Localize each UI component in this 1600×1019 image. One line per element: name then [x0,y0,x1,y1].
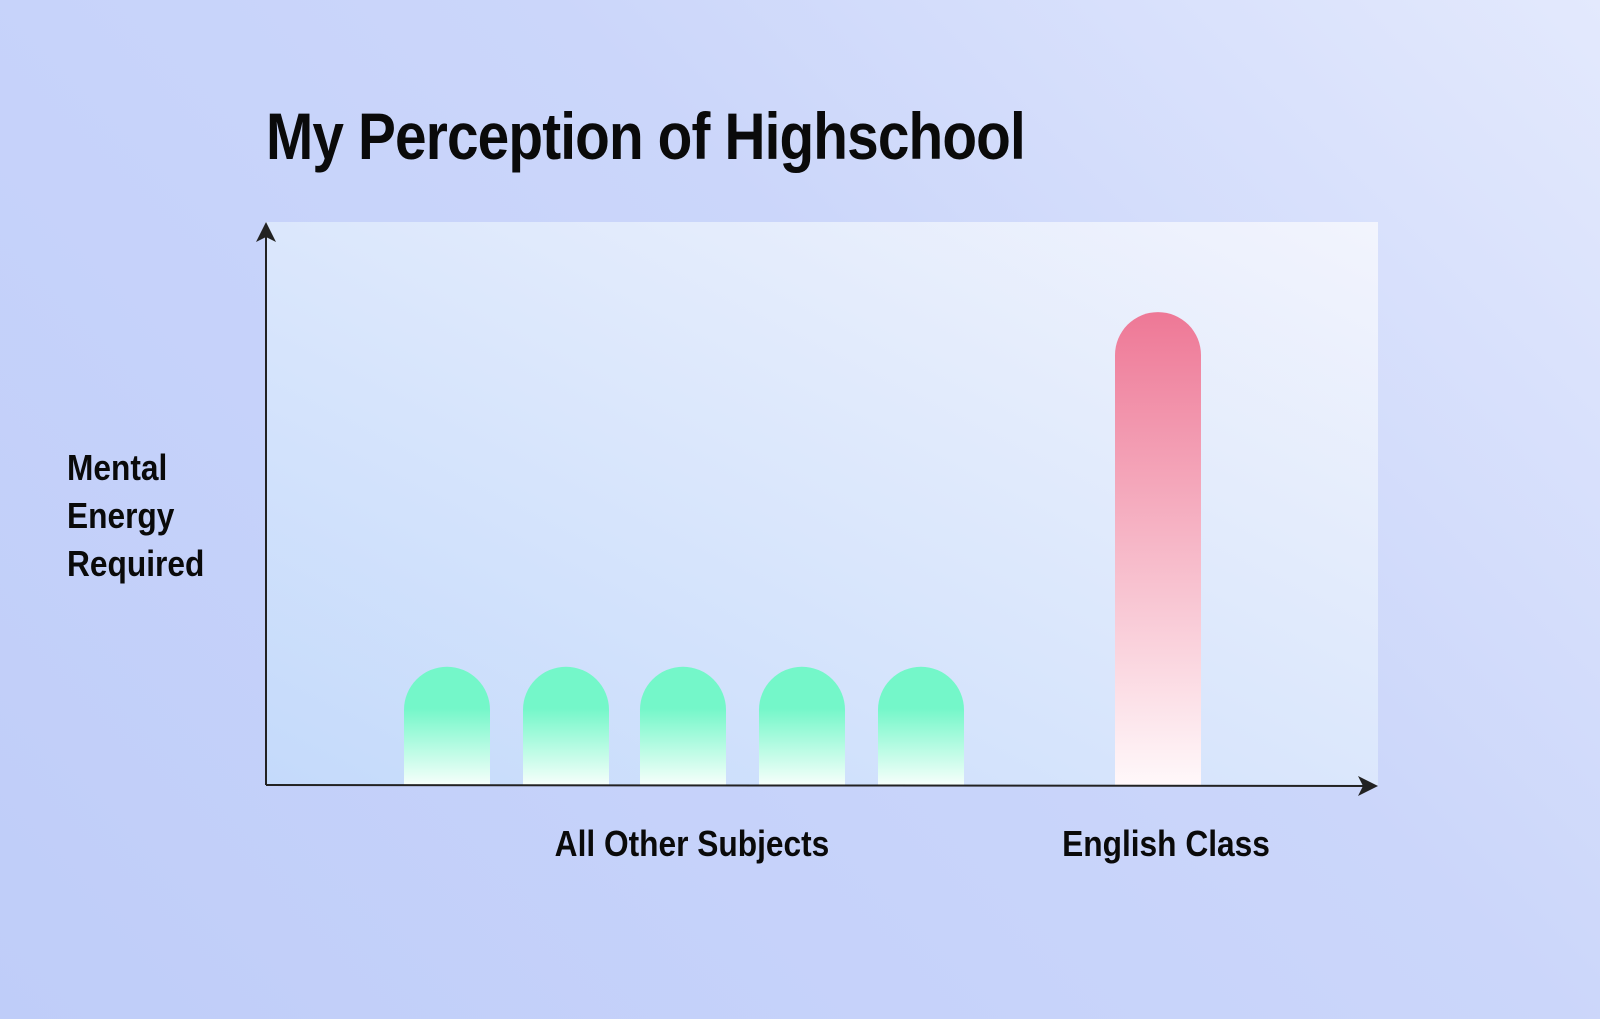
x-axis [265,775,1378,796]
category-label-all-other-subjects: All Other Subjects [554,823,830,864]
y-axis-label: Mental Energy Required [67,447,205,584]
category-label-english-class: English Class [1062,823,1270,864]
bar-english-class [1115,312,1201,785]
bar-other-subject-5 [878,666,964,785]
bar-other-subject-1 [404,666,490,785]
bar-other-subject-4 [759,666,845,785]
bar-other-subject-2 [523,666,609,785]
bar-other-subject-3 [640,666,726,785]
bars-group [404,312,1201,785]
chart-title: My Perception of Highschool [266,99,1026,173]
